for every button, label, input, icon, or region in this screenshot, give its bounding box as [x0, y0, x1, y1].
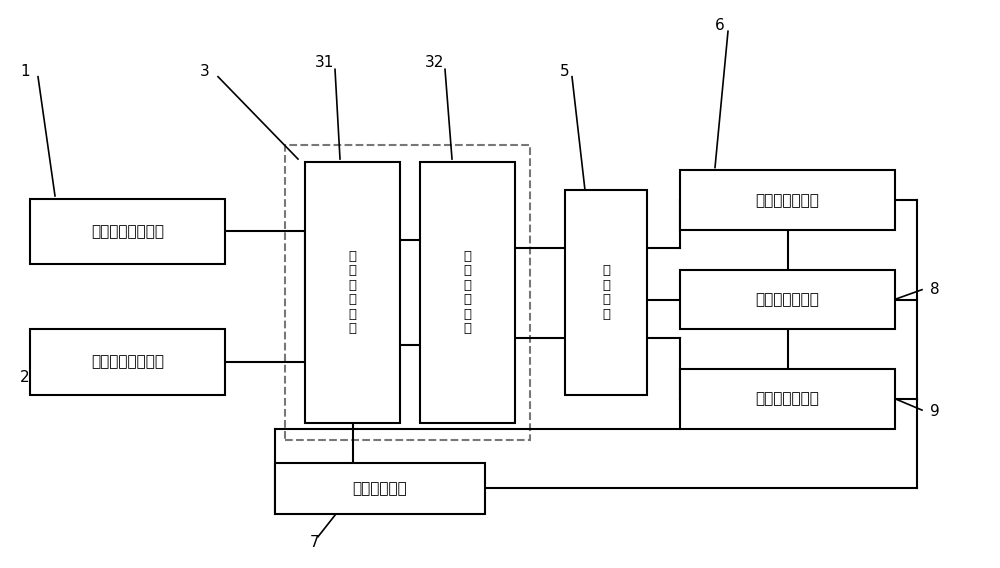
Bar: [285, 145, 530, 440]
Bar: [30, 329, 225, 395]
Bar: [30, 199, 225, 264]
Text: 第
二
测
试
单
元: 第 二 测 试 单 元: [463, 250, 472, 335]
Text: 3: 3: [200, 64, 210, 78]
Text: 分闸指令生成电路: 分闸指令生成电路: [91, 354, 164, 370]
Text: 6: 6: [715, 18, 725, 33]
Text: 1: 1: [20, 64, 30, 78]
Text: 7: 7: [310, 535, 320, 550]
Bar: [565, 190, 647, 395]
Bar: [680, 369, 895, 429]
Text: 32: 32: [425, 55, 445, 70]
Text: 第
一
测
试
单
元: 第 一 测 试 单 元: [349, 250, 356, 335]
Text: 31: 31: [315, 55, 335, 70]
Text: 位置采集单元: 位置采集单元: [353, 481, 407, 496]
Text: 5: 5: [560, 64, 570, 78]
Bar: [680, 170, 895, 230]
Text: 2: 2: [20, 370, 30, 385]
Text: 9: 9: [930, 404, 940, 419]
Bar: [275, 463, 485, 514]
Text: 断路器分闸线圈: 断路器分闸线圈: [756, 193, 819, 208]
Text: 驱
动
单
元: 驱 动 单 元: [602, 264, 610, 321]
Text: 合分闸控制开关: 合分闸控制开关: [756, 292, 819, 307]
Text: 断路器合闸线圈: 断路器合闸线圈: [756, 391, 819, 407]
Bar: [680, 270, 895, 329]
Text: 合闸指令生成电路: 合闸指令生成电路: [91, 224, 164, 239]
Text: 8: 8: [930, 282, 940, 297]
Bar: [420, 162, 515, 423]
Bar: [305, 162, 400, 423]
